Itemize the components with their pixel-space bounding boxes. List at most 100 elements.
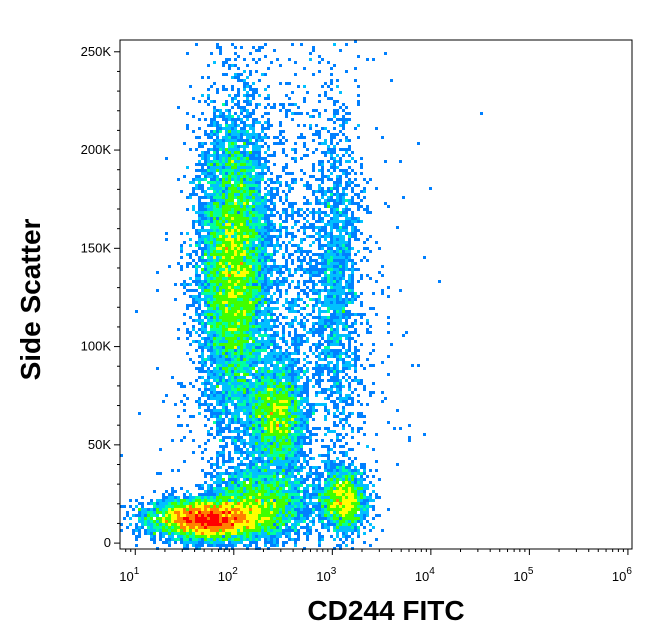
density-cell xyxy=(333,112,336,115)
density-cell xyxy=(339,160,342,163)
density-cell xyxy=(231,367,234,370)
density-cell xyxy=(351,337,354,340)
density-cell xyxy=(285,349,288,352)
density-cell xyxy=(240,346,243,349)
density-cell xyxy=(246,181,249,184)
density-cell xyxy=(300,394,303,397)
density-cell xyxy=(279,322,282,325)
density-cell xyxy=(276,439,279,442)
density-cell xyxy=(357,313,360,316)
density-cell xyxy=(327,289,330,292)
density-cell xyxy=(276,235,279,238)
density-cell xyxy=(282,106,285,109)
density-cell xyxy=(213,181,216,184)
density-cell xyxy=(363,178,366,181)
density-cell xyxy=(234,58,237,61)
density-cell xyxy=(339,244,342,247)
density-cell xyxy=(345,244,348,247)
density-cell xyxy=(333,262,336,265)
density-cell xyxy=(234,124,237,127)
density-cell xyxy=(348,268,351,271)
density-cell xyxy=(315,283,318,286)
density-cell xyxy=(279,121,282,124)
density-cell xyxy=(282,373,285,376)
density-cell xyxy=(369,469,372,472)
density-cell xyxy=(204,361,207,364)
density-cell xyxy=(345,106,348,109)
density-cell xyxy=(417,364,420,367)
density-cell xyxy=(258,274,261,277)
density-cell xyxy=(276,376,279,379)
density-cell xyxy=(321,343,324,346)
density-cell xyxy=(243,109,246,112)
density-cell xyxy=(213,205,216,208)
density-cell xyxy=(240,343,243,346)
density-cell xyxy=(240,283,243,286)
density-cell xyxy=(339,322,342,325)
density-cell xyxy=(282,265,285,268)
density-cell xyxy=(291,433,294,436)
density-cell xyxy=(240,151,243,154)
density-cell xyxy=(249,343,252,346)
density-cell xyxy=(342,364,345,367)
density-cell xyxy=(261,277,264,280)
density-cell xyxy=(219,169,222,172)
density-cell xyxy=(306,442,309,445)
density-cell xyxy=(243,226,246,229)
density-cell xyxy=(252,460,255,463)
density-cell xyxy=(201,169,204,172)
density-cell xyxy=(162,400,165,403)
density-cell xyxy=(291,376,294,379)
density-cell xyxy=(336,280,339,283)
density-cell xyxy=(291,322,294,325)
density-cell xyxy=(222,73,225,76)
density-cell xyxy=(339,382,342,385)
density-cell xyxy=(249,454,252,457)
density-cell xyxy=(240,250,243,253)
density-cell xyxy=(354,160,357,163)
density-cell xyxy=(396,463,399,466)
density-cell xyxy=(225,334,228,337)
density-cell xyxy=(198,145,201,148)
density-cell xyxy=(198,205,201,208)
density-cell xyxy=(258,427,261,430)
density-cell xyxy=(258,430,261,433)
density-cell xyxy=(258,358,261,361)
density-cell xyxy=(222,256,225,259)
density-cell xyxy=(201,196,204,199)
density-cell xyxy=(219,268,222,271)
density-cell xyxy=(336,235,339,238)
density-cell xyxy=(204,403,207,406)
density-cell xyxy=(213,109,216,112)
density-cell xyxy=(225,322,228,325)
density-cell xyxy=(210,169,213,172)
density-cell xyxy=(387,316,390,319)
density-cell xyxy=(219,439,222,442)
density-cell xyxy=(354,358,357,361)
density-cell xyxy=(324,202,327,205)
density-cell xyxy=(276,445,279,448)
density-cell xyxy=(237,187,240,190)
density-cell xyxy=(267,307,270,310)
density-cell xyxy=(267,373,270,376)
density-cell xyxy=(354,220,357,223)
density-cell xyxy=(228,136,231,139)
density-cell xyxy=(366,274,369,277)
density-cell xyxy=(237,208,240,211)
density-cell xyxy=(264,460,267,463)
density-cell xyxy=(279,142,282,145)
density-cell xyxy=(270,382,273,385)
density-cell xyxy=(336,343,339,346)
density-cell xyxy=(240,424,243,427)
density-cell xyxy=(219,160,222,163)
density-cell xyxy=(285,403,288,406)
density-cell xyxy=(273,331,276,334)
density-cell xyxy=(363,256,366,259)
density-cell xyxy=(186,52,189,55)
density-cell xyxy=(261,223,264,226)
density-cell xyxy=(348,388,351,391)
density-cell xyxy=(309,187,312,190)
density-cell xyxy=(243,79,246,82)
density-cell xyxy=(186,304,189,307)
density-cell xyxy=(333,295,336,298)
